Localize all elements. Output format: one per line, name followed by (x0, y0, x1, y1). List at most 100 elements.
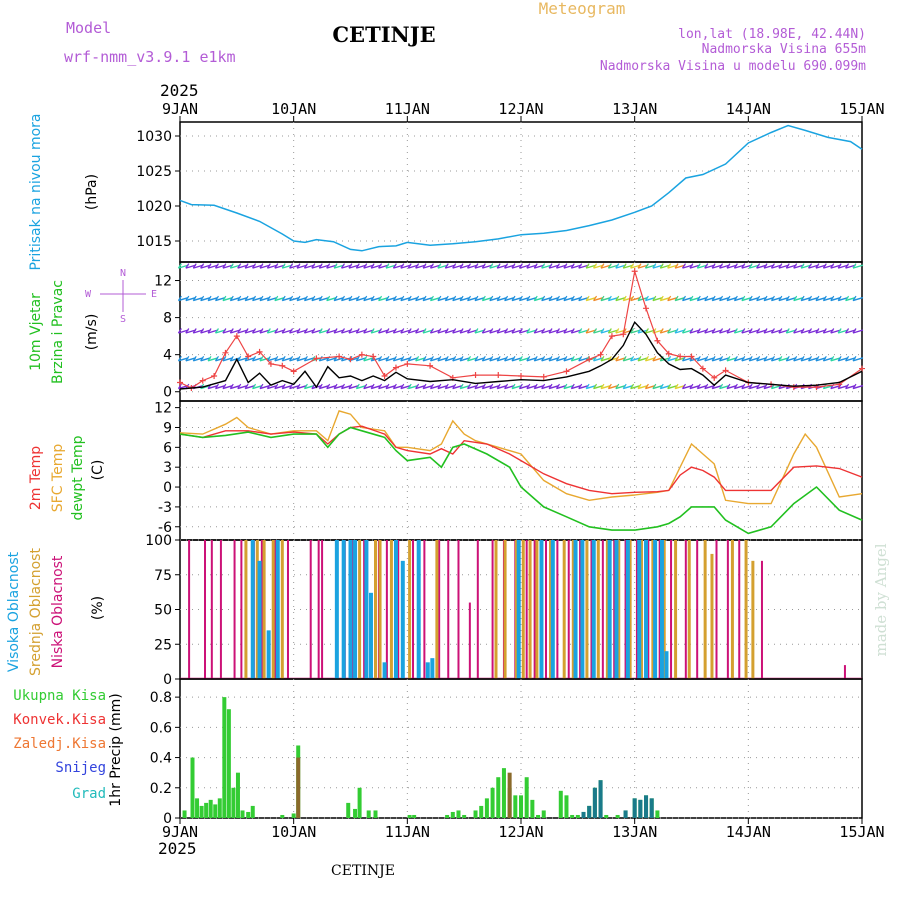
wind-arrow (719, 384, 730, 390)
cloud-bar (280, 540, 284, 679)
wind-arrow-barb (704, 295, 709, 301)
wind-arrow (482, 296, 493, 302)
wind-arrow-barb (585, 383, 590, 389)
wind-arrow (437, 296, 449, 302)
wind-arrow-barb (852, 355, 857, 362)
wind-arrow-barb (555, 263, 560, 269)
wind-arrow (741, 384, 753, 390)
wind-arrow-barb (259, 383, 264, 389)
wind-arrow-barb (311, 263, 316, 269)
wind-arrow-barb (296, 355, 301, 362)
wind-arrow-barb (200, 355, 205, 362)
wind-arrow (578, 384, 589, 390)
wind-arrow (808, 296, 819, 302)
wind-arrow (556, 384, 567, 390)
wind-arrow (200, 357, 211, 362)
wind-arrow-barb (681, 383, 686, 389)
wind-arrow (319, 357, 330, 362)
wind-arrow (474, 384, 486, 390)
wind-arrow (326, 296, 337, 302)
wind-arrow (252, 264, 263, 269)
wind-arrow-barb (622, 383, 627, 389)
cloud-bar (590, 540, 593, 679)
wind-arrow-barb (852, 263, 857, 269)
wind-arrow (704, 357, 715, 362)
y-tick-label: 6 (163, 440, 172, 456)
x-tick-label-bottom: 11JAN (385, 823, 430, 841)
wind-arrow (445, 357, 456, 362)
precip-bar (479, 805, 484, 818)
cloud-bar (670, 540, 673, 679)
cloud-bar (738, 540, 741, 679)
y-tick-label: 9 (163, 420, 172, 436)
wind-arrow-barb (756, 295, 761, 301)
wind-arrow (281, 329, 293, 334)
wind-arrow (763, 329, 775, 334)
wind-arrow-barb (526, 295, 531, 301)
wind-arrow (837, 329, 849, 334)
y-tick-label: 75 (154, 568, 172, 584)
wind-arrow (800, 264, 812, 269)
wind-arrow-barb (548, 263, 553, 269)
wind-arrow (400, 384, 412, 390)
wind-arrow-barb (570, 383, 575, 389)
wind-arrow-barb (822, 295, 827, 301)
wind-arrow (237, 296, 248, 302)
wind-arrow-barb (177, 295, 182, 301)
wind-arrow-barb (741, 263, 746, 269)
temp2m-axis-label: 2m Temp (28, 446, 44, 510)
wind-arrow (667, 329, 678, 334)
meteogram-title: Meteogram (539, 0, 626, 18)
wind-arrow-barb (355, 295, 360, 301)
pressure-unit-label: (hPa) (84, 174, 100, 210)
wind-arrow-barb (756, 383, 761, 389)
wind-arrow-barb (808, 263, 813, 269)
wind-arrow-barb (452, 295, 457, 301)
wind-arrow (326, 357, 337, 362)
wind-arrow-barb (548, 328, 553, 334)
y-tick-label: 3 (163, 460, 172, 476)
wind-arrow (296, 296, 308, 302)
cloud-bar (364, 540, 369, 679)
cloud-bar (662, 540, 666, 679)
wind-arrow (726, 264, 738, 269)
wind-arrow (830, 296, 841, 302)
wind-arrow-barb (437, 383, 442, 389)
compass-w: W (85, 289, 92, 300)
wind-arrow-barb (770, 328, 775, 334)
wind-arrow (823, 384, 834, 390)
wind-arrow (237, 357, 248, 362)
precip-bar (501, 768, 506, 818)
wind-arrow (734, 384, 745, 390)
wind-arrow (408, 384, 419, 390)
wind-arrow (763, 264, 775, 269)
wind-arrow (274, 384, 285, 390)
wind-arrow-barb (644, 328, 649, 334)
cloud-bar (545, 540, 548, 679)
cloud-bar (494, 540, 498, 679)
wind-arrow (534, 357, 545, 362)
wind-arrow (741, 296, 753, 302)
wind-arrow-barb (252, 263, 257, 269)
wind-arrow-barb (644, 295, 649, 301)
wind-arrow (823, 264, 834, 269)
wind-arrow (519, 384, 530, 390)
wind-arrow (185, 357, 197, 362)
cloud-bar (438, 540, 441, 679)
wind-arrow (608, 296, 619, 302)
wind-arrow-barb (400, 263, 405, 269)
wind-arrow (378, 384, 389, 390)
wind-arrow-barb (837, 295, 842, 301)
wind-arrow (786, 329, 797, 334)
wind-arrow-barb (289, 295, 294, 301)
wind-arrow-barb (185, 263, 190, 269)
wind-arrow (556, 329, 567, 334)
wind-arrow-barb (733, 355, 738, 362)
cloud-bar (374, 540, 378, 679)
wind-arrow-barb (822, 328, 827, 334)
wind-arrow-barb (578, 355, 583, 362)
wind-arrow (823, 296, 834, 302)
wind-arrow (578, 296, 589, 302)
cloud-bar (562, 540, 566, 679)
wind-arrow-barb (800, 328, 805, 334)
